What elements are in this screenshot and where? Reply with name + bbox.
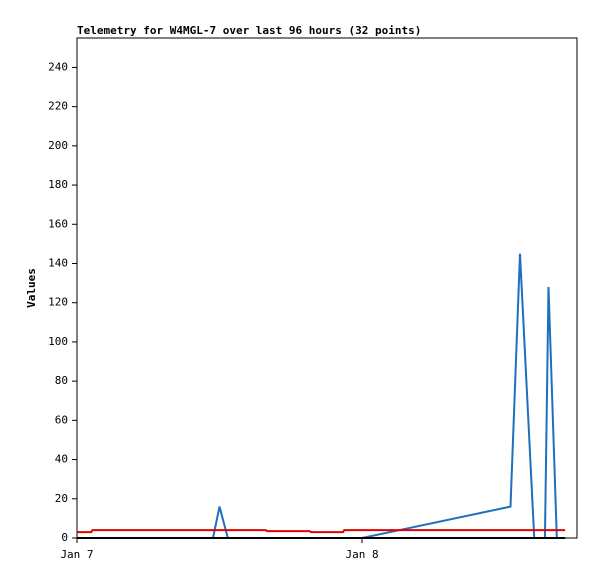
y-tick-label: 240 (48, 60, 68, 73)
series-line (77, 529, 566, 534)
x-tick-label: Jan 7 (60, 548, 93, 561)
y-tick-label: 140 (48, 256, 68, 269)
y-tick-label: 180 (48, 178, 68, 191)
y-tick-label: 100 (48, 335, 68, 348)
y-tick-label: 160 (48, 217, 68, 230)
y-tick-label: 20 (55, 492, 68, 505)
x-tick-label: Jan 8 (345, 548, 378, 561)
series-line (77, 253, 558, 539)
y-tick-label: 40 (55, 453, 68, 466)
y-tick-label: 200 (48, 139, 68, 152)
y-tick-label: 220 (48, 100, 68, 113)
y-axis-label: Values (25, 268, 38, 308)
y-tick-label: 80 (55, 374, 68, 387)
plot-frame (76, 37, 578, 539)
y-tick-label: 0 (61, 531, 68, 544)
y-tick-label: 60 (55, 413, 68, 426)
y-tick-label: 120 (48, 296, 68, 309)
chart-title: Telemetry for W4MGL-7 over last 96 hours… (77, 24, 421, 37)
